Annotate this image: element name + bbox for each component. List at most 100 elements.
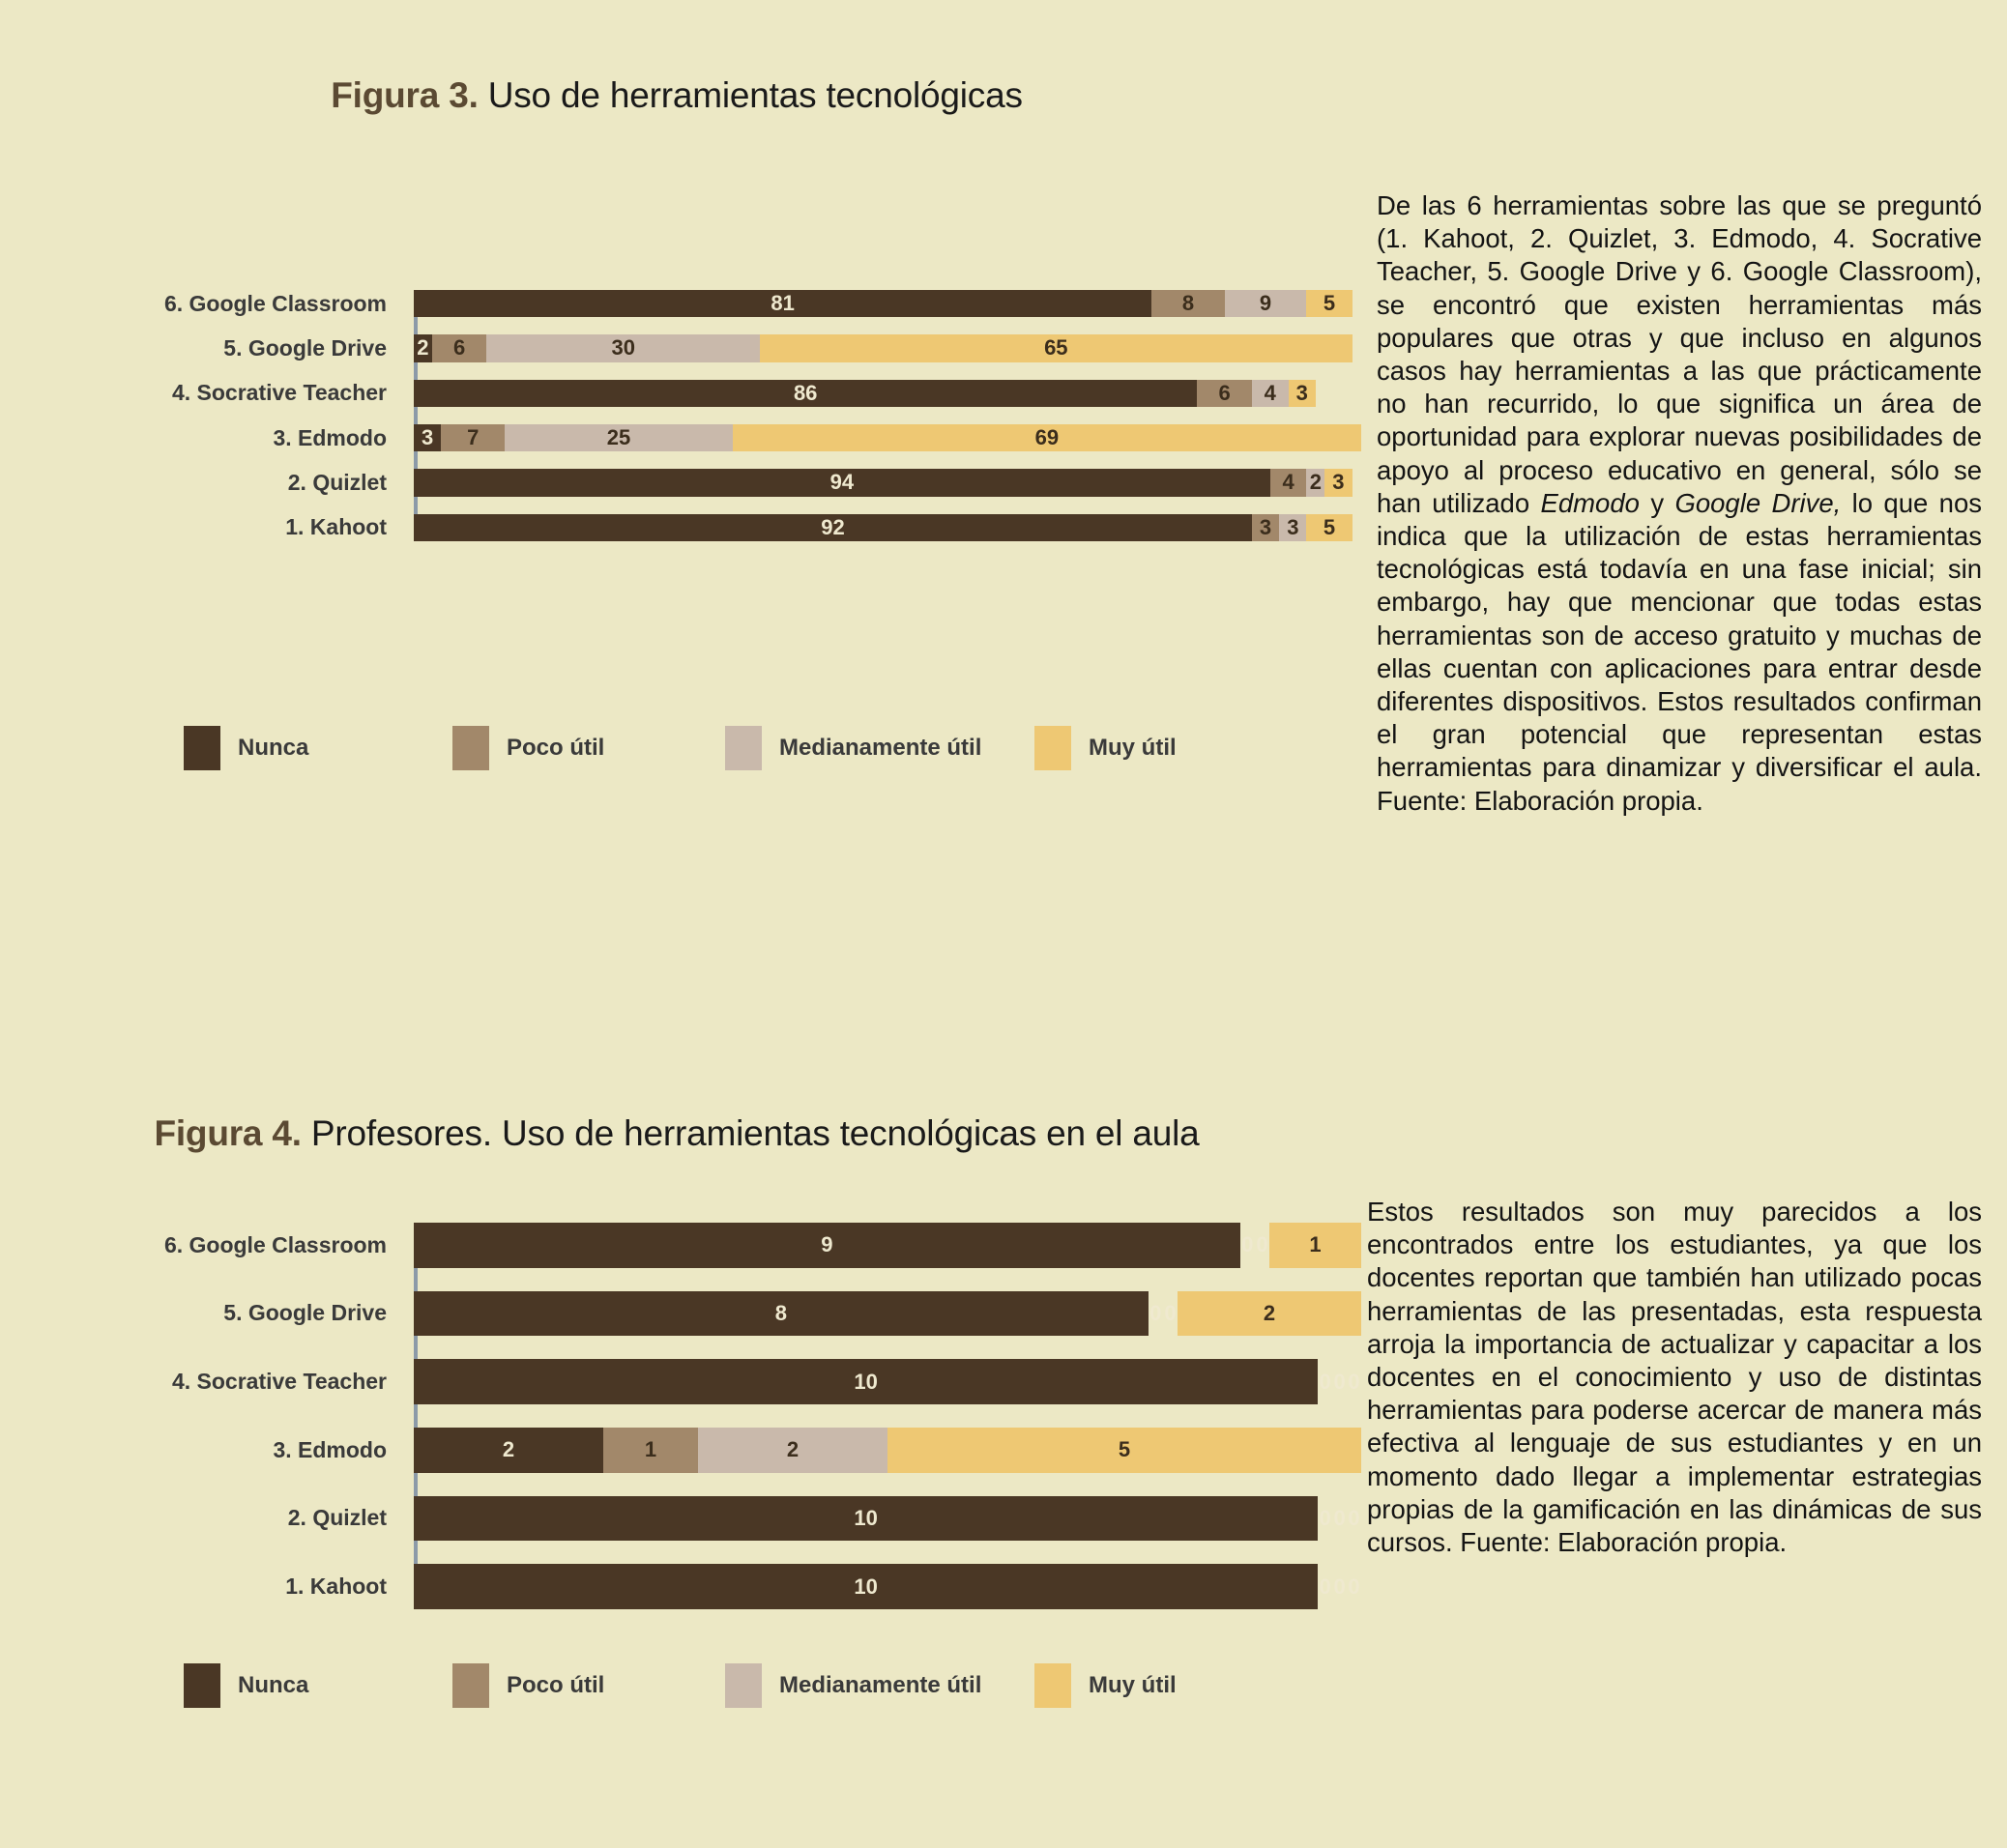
category-label: 4. Socrative Teacher [171, 380, 387, 406]
bar-segment: 2 [698, 1427, 887, 1473]
bar-value-label: 2 [1263, 1300, 1276, 1325]
legend-label: Nunca [238, 735, 309, 761]
bar-value-label: 8 [1181, 291, 1195, 316]
bar-segment: 0 [1347, 1496, 1361, 1542]
bar-segment: 81 [414, 290, 1152, 318]
bar-value-label: 94 [829, 470, 855, 495]
bar-value-label: 10 [854, 1369, 878, 1394]
bar-value-label: 2 [502, 1437, 515, 1462]
legend-label: Poco útil [507, 1672, 605, 1698]
bar-value-label: 1 [1309, 1232, 1322, 1257]
bar-value-label: 0 [1348, 1574, 1360, 1599]
bar-track: 92 3 3 5 [414, 513, 1361, 541]
bar-value-label: 3 [1259, 514, 1272, 539]
chart-row: 3 7 25 69 [414, 423, 1361, 452]
bar-segment: 3 [414, 423, 442, 452]
bar-segment: 1 [1269, 1223, 1362, 1268]
bar-segment: 0 [1318, 1359, 1332, 1404]
bar-value-label: 4 [1264, 380, 1276, 405]
bar-segment: 0 [1240, 1223, 1255, 1268]
figure-4-row-labels: 6. Google Classroom 5. Google Drive 4. Soc… [0, 1223, 406, 1609]
category-label: 2. Quizlet [287, 469, 387, 495]
figure-3-chart: 81 8 9 5 2 6 30 65 86 6 4 3 3 7 25 69 94 4 2 3 92 3 3 5 [414, 290, 1361, 541]
chart-row: 10 0 0 0 [414, 1359, 1361, 1404]
bar-value-label: 6 [452, 335, 466, 361]
bar-value-label: 0 [1319, 1369, 1331, 1394]
legend-item: Poco útil [452, 726, 604, 770]
figure-3-y-axis [414, 290, 418, 541]
legend-item: Medianamente útil [725, 1663, 981, 1708]
bar-segment: 3 [1324, 469, 1353, 497]
bar-value-label: 9 [1259, 291, 1272, 316]
bar-segment: 4 [1269, 469, 1307, 497]
bar-segment: 0 [1318, 1496, 1332, 1542]
legend-item: Poco útil [452, 1663, 604, 1708]
bar-value-label: 3 [1295, 380, 1308, 405]
bar-track: 2 6 30 65 [414, 334, 1361, 362]
bar-segment: 1 [603, 1427, 698, 1473]
legend-swatch [184, 1663, 220, 1708]
bar-track: 3 7 25 69 [414, 423, 1361, 452]
bar-segment: 9 [1224, 290, 1307, 318]
bar-track: 81 8 9 5 [414, 290, 1361, 318]
bar-segment: 9 [414, 1223, 1240, 1268]
legend-label: Muy útil [1089, 1672, 1177, 1698]
bar-value-label: 8 [774, 1300, 787, 1325]
bar-track: 2 1 2 5 [414, 1427, 1361, 1473]
bar-segment: 0 [1318, 1564, 1332, 1609]
category-label: 2. Quizlet [287, 1505, 387, 1531]
bar-value-label: 3 [1332, 470, 1345, 495]
figure-4-body-text: Estos resultados son muy parecidos a los… [1367, 1197, 1982, 1558]
bar-segment: 2 [1178, 1290, 1361, 1337]
bar-segment: 0 [1332, 1359, 1347, 1404]
bar-segment: 6 [1197, 379, 1252, 407]
bar-value-label: 0 [1333, 1369, 1346, 1394]
category-label: 5. Google Drive [223, 1300, 387, 1326]
chart-row: 92 3 3 5 [414, 513, 1361, 541]
bar-value-label: 0 [1164, 1300, 1177, 1325]
bar-segment: 5 [887, 1427, 1361, 1473]
bar-value-label: 0 [1241, 1232, 1254, 1257]
figure-3-title-number: Figura 3. [331, 75, 479, 115]
bar-value-label: 5 [1118, 1437, 1131, 1462]
figure-4-chart: 9 0 0 1 8 0 0 2 10 0 0 0 2 1 2 5 10 0 0 0 10 0 0 0 [414, 1223, 1362, 1609]
category-label: 3. Edmodo [273, 424, 387, 450]
figure-4-y-axis [414, 1223, 418, 1609]
bar-segment: 0 [1332, 1564, 1347, 1609]
bar-value-label: 6 [1218, 380, 1231, 405]
bar-value-label: 0 [1319, 1505, 1331, 1530]
category-label: 4. Socrative Teacher [171, 1369, 387, 1395]
bar-value-label: 0 [1319, 1574, 1331, 1599]
legend-item: Medianamente útil [725, 726, 981, 770]
bar-value-label: 81 [771, 291, 795, 316]
bar-segment: 2 [414, 334, 432, 362]
bar-segment: 0 [1149, 1291, 1163, 1337]
category-label: 6. Google Classroom [163, 1231, 387, 1257]
legend-swatch [1034, 1663, 1071, 1708]
bar-value-label: 2 [417, 335, 429, 361]
legend-label: Nunca [238, 1672, 309, 1698]
bar-segment: 0 [1347, 1564, 1361, 1609]
figure-4-title-number: Figura 4. [154, 1113, 302, 1153]
bar-segment: 0 [1255, 1223, 1269, 1268]
bar-value-label: 5 [1323, 291, 1336, 316]
bar-segment: 92 [414, 513, 1252, 541]
bar-track: 10 0 0 0 [414, 1359, 1361, 1404]
bar-segment: 86 [414, 379, 1198, 407]
bar-track: 94 4 2 3 [414, 469, 1361, 497]
legend-item: Nunca [184, 1663, 308, 1708]
figure-3-bars: 81 8 9 5 2 6 30 65 86 6 4 3 3 7 25 69 94 4 2 3 92 3 3 5 [414, 290, 1361, 541]
bar-segment: 10 [414, 1359, 1319, 1404]
bar-value-label: 92 [821, 514, 845, 539]
bar-track: 10 0 0 0 [414, 1564, 1361, 1609]
bar-segment: 3 [1251, 513, 1280, 541]
bar-value-label: 0 [1333, 1574, 1346, 1599]
bar-value-label: 9 [821, 1232, 833, 1257]
bar-track: 86 6 4 3 [414, 379, 1361, 407]
bar-segment: 5 [1306, 290, 1353, 318]
category-label: 1. Kahoot [285, 514, 387, 540]
legend-label: Muy útil [1089, 735, 1177, 761]
bar-segment: 25 [505, 423, 733, 452]
legend-swatch [452, 726, 489, 770]
